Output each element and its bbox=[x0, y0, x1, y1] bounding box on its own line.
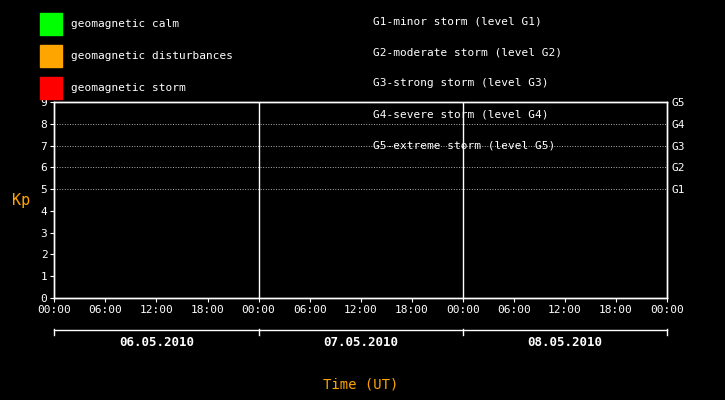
Text: G1-minor storm (level G1): G1-minor storm (level G1) bbox=[373, 16, 542, 26]
Text: 06.05.2010: 06.05.2010 bbox=[119, 336, 194, 348]
Text: geomagnetic calm: geomagnetic calm bbox=[71, 19, 179, 29]
Text: 08.05.2010: 08.05.2010 bbox=[527, 336, 602, 348]
Text: 07.05.2010: 07.05.2010 bbox=[323, 336, 398, 348]
Text: Kp: Kp bbox=[12, 192, 30, 208]
Text: G2-moderate storm (level G2): G2-moderate storm (level G2) bbox=[373, 47, 563, 57]
Text: G5-extreme storm (level G5): G5-extreme storm (level G5) bbox=[373, 141, 555, 151]
Text: G3-strong storm (level G3): G3-strong storm (level G3) bbox=[373, 78, 549, 88]
Text: geomagnetic disturbances: geomagnetic disturbances bbox=[71, 51, 233, 61]
Text: geomagnetic storm: geomagnetic storm bbox=[71, 83, 186, 93]
Text: G4-severe storm (level G4): G4-severe storm (level G4) bbox=[373, 110, 549, 120]
Text: Time (UT): Time (UT) bbox=[323, 377, 398, 391]
